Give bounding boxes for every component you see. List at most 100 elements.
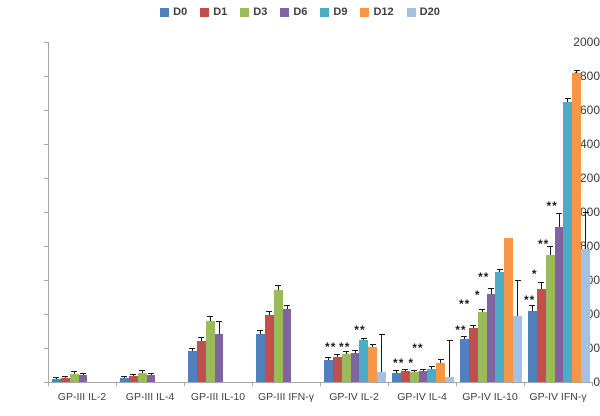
bar-d6-gp-iv-il-2 <box>350 353 360 382</box>
legend-swatch-d9 <box>320 7 330 17</box>
legend-swatch-d20 <box>406 7 416 17</box>
bar-d20-gp-iv-il-2 <box>377 371 386 382</box>
significance-marker: ** <box>325 340 337 355</box>
error-bar-line <box>531 305 533 311</box>
error-bar-cap <box>529 304 536 306</box>
error-bar-cap <box>496 269 503 271</box>
error-bar-cap <box>284 304 290 306</box>
error-bar-line <box>490 288 492 294</box>
bar-d3-gp-iv-ifn <box>545 255 555 382</box>
error-bar-line <box>413 370 415 373</box>
bar-d6-gp-iii-il-10 <box>214 333 224 382</box>
error-bar-cap <box>352 349 358 351</box>
significance-marker: ** <box>354 323 366 338</box>
error-bar-line <box>517 280 519 316</box>
bar-d0-gp-iii-il-10 <box>188 351 197 382</box>
bar-d3-gp-iv-il-10 <box>477 312 487 382</box>
y-tick-mark <box>44 76 48 77</box>
x-category-label-gp-iv-il-4: GP-IV IL-4 <box>397 391 447 403</box>
legend-item-d12: D12 <box>360 6 394 18</box>
bar-d6-gp-iii-il-2 <box>78 375 88 382</box>
error-bar-cap <box>266 311 273 313</box>
significance-marker: ** <box>524 292 536 307</box>
bar-d20-gp-iv-il-4 <box>445 376 454 382</box>
error-bar-cap <box>80 373 86 375</box>
significance-marker: ** <box>393 355 405 370</box>
bar-d1-gp-iii-il-2 <box>60 377 70 382</box>
error-bar-cap <box>343 350 350 352</box>
x-tick-mark <box>592 382 593 386</box>
error-bar-line <box>82 374 84 376</box>
bar-d9-gp-iv-il-4 <box>427 368 437 382</box>
bar-d0-gp-iii-il-2 <box>52 378 61 382</box>
error-bar-line <box>55 378 57 379</box>
error-bar-cap <box>538 281 545 283</box>
error-bar-cap <box>420 369 426 371</box>
error-bar-line <box>259 330 261 334</box>
significance-marker: * <box>474 288 481 303</box>
error-bar-line <box>549 247 551 256</box>
bar-d3-gp-iii-ifn <box>273 290 283 382</box>
error-bar-cap <box>189 347 196 349</box>
error-bar-line <box>499 270 501 273</box>
bar-d6-gp-iii-ifn <box>282 308 292 382</box>
legend-label: D3 <box>253 5 268 18</box>
error-bar-line <box>363 338 365 341</box>
error-bar-cap <box>139 370 146 372</box>
legend-item-d20: D20 <box>406 5 440 18</box>
legend-swatch-d0 <box>160 7 170 17</box>
legend-swatch-d12 <box>360 7 370 17</box>
legend-swatch-d6 <box>280 7 290 17</box>
error-bar-line <box>372 345 374 348</box>
y-tick-mark <box>44 42 48 43</box>
error-bar-line <box>327 357 329 360</box>
legend-label: D20 <box>419 5 440 18</box>
x-tick-mark <box>184 382 185 386</box>
error-bar-line <box>150 373 152 375</box>
bar-d1-gp-iv-il-2 <box>332 356 342 382</box>
error-bar-line <box>345 351 347 354</box>
bar-d12-gp-iv-ifn <box>572 72 582 382</box>
error-bar-cap <box>71 371 78 373</box>
bar-d12-gp-iv-il-10 <box>504 237 514 382</box>
bar-d6-gp-iv-il-10 <box>486 293 496 382</box>
x-tick-mark <box>524 382 525 386</box>
error-bar-cap <box>216 320 222 322</box>
x-category-label-gp-iv-il-10: GP-IV IL-10 <box>462 391 518 403</box>
bar-d0-gp-iv-ifn <box>528 310 537 382</box>
error-bar-cap <box>402 369 409 371</box>
error-bar-cap <box>275 285 282 287</box>
error-bar-cap <box>573 69 580 71</box>
legend: D0 D1 D3 D6 D9 D12 D20 <box>0 4 600 20</box>
error-bar-line <box>463 336 465 339</box>
y-tick-mark <box>44 178 48 179</box>
error-bar-line <box>558 213 560 228</box>
error-bar-cap <box>360 337 367 339</box>
error-bar-line <box>141 371 143 373</box>
significance-marker: ** <box>478 270 490 285</box>
bar-d1-gp-iii-il-10 <box>196 341 206 382</box>
bar-d0-gp-iv-il-10 <box>460 338 469 382</box>
error-bar-cap <box>334 353 341 355</box>
bar-d9-gp-iv-il-10 <box>495 272 505 382</box>
error-bar-cap <box>564 97 571 99</box>
significance-marker: * <box>531 266 538 281</box>
error-bar-line <box>422 370 424 372</box>
error-bar-cap <box>148 372 154 374</box>
x-tick-mark <box>252 382 253 386</box>
error-bar-line <box>354 350 356 354</box>
bar-d0-gp-iii-ifn <box>256 333 265 382</box>
y-tick-mark <box>44 280 48 281</box>
x-tick-mark <box>388 382 389 386</box>
error-bar-line <box>449 341 451 377</box>
error-bar-cap <box>393 370 400 372</box>
error-bar-line <box>209 317 211 321</box>
error-bar-line <box>395 371 397 373</box>
error-bar-cap <box>547 246 554 248</box>
bar-d3-gp-iii-il-10 <box>205 320 215 382</box>
error-bar-line <box>481 309 483 313</box>
error-bar-line <box>567 98 569 102</box>
error-bar-cap <box>428 366 435 368</box>
y-tick-label: 0 <box>593 375 600 389</box>
error-bar-line <box>123 376 125 378</box>
